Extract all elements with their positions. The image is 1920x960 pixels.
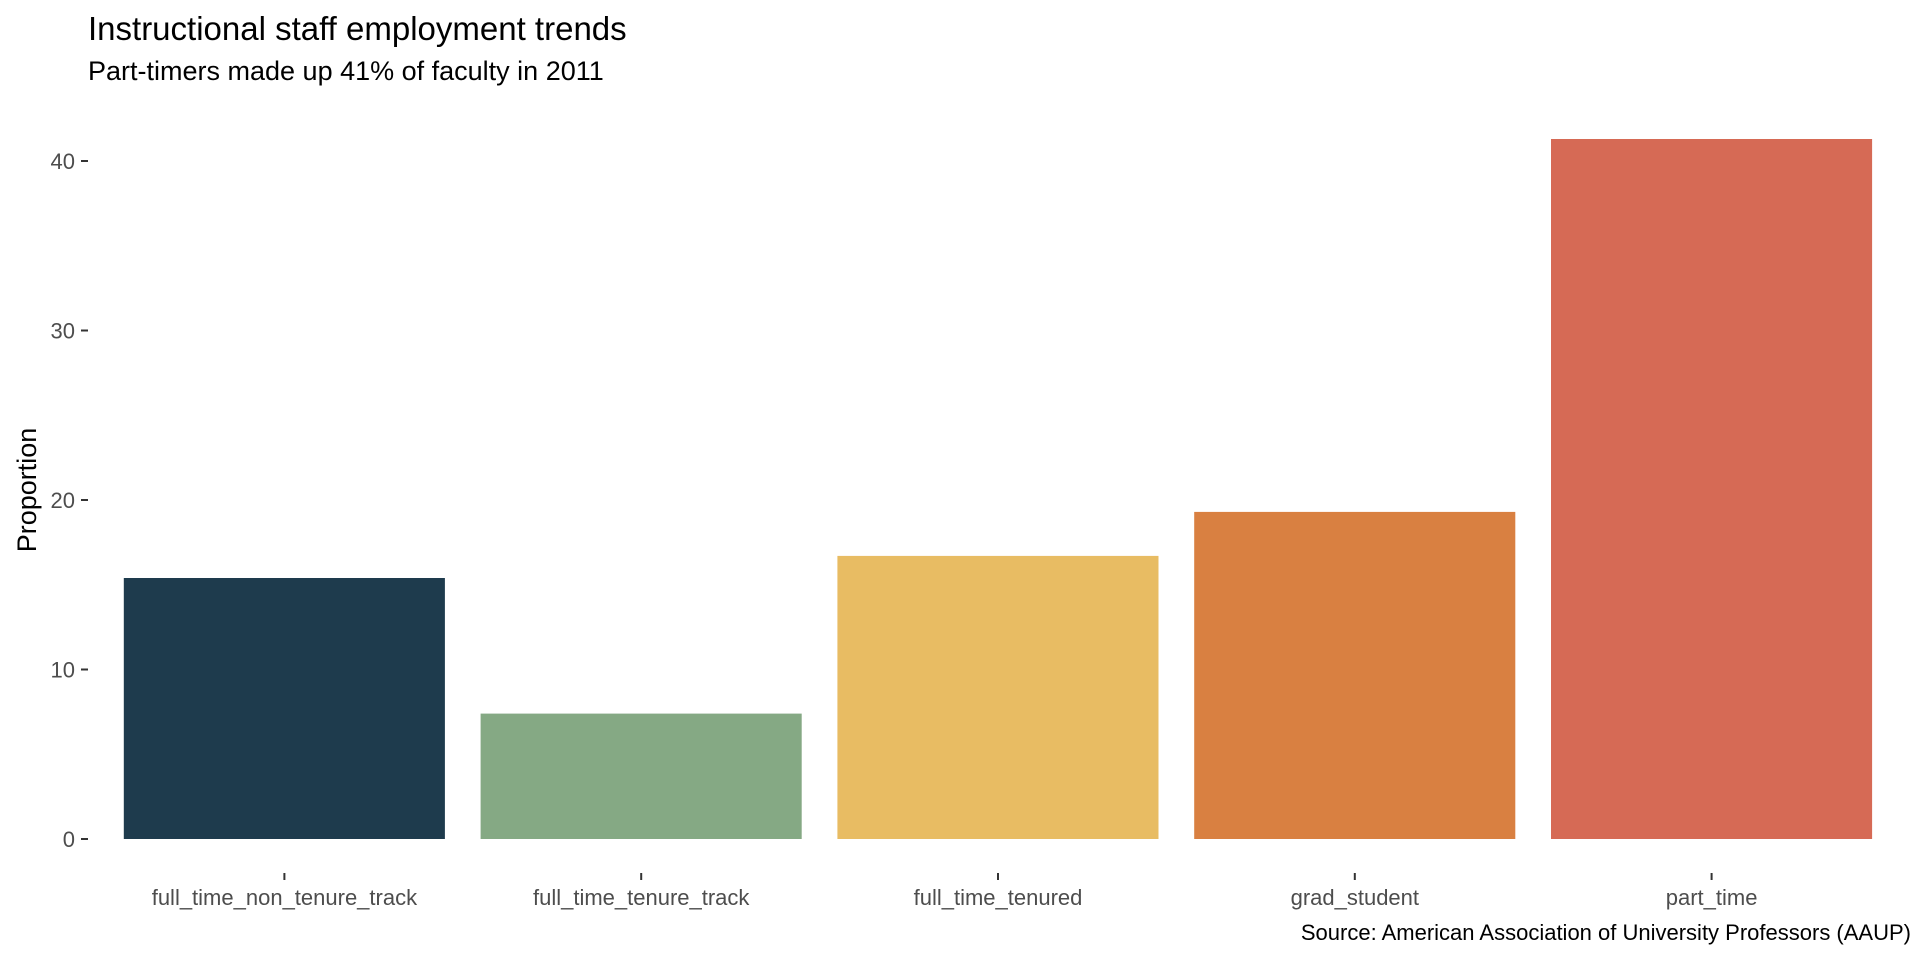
y-tick-label: 0 (63, 827, 75, 852)
chart-subtitle: Part-timers made up 41% of faculty in 20… (88, 56, 604, 86)
x-tick-label: full_time_tenured (914, 885, 1083, 910)
x-tick-label: part_time (1666, 885, 1758, 910)
y-axis-title: Proportion (12, 428, 42, 553)
y-tick-label: 40 (51, 149, 75, 174)
bar-full-time-tenured (837, 555, 1159, 839)
x-tick-label: grad_student (1291, 885, 1419, 910)
y-axis: 0 10 20 30 40 (51, 149, 88, 852)
bar-part-time (1551, 139, 1873, 839)
bars-group (123, 139, 1873, 839)
x-axis: full_time_non_tenure_track full_time_tenu… (152, 873, 1758, 910)
y-tick-label: 20 (51, 488, 75, 513)
chart-title: Instructional staff employment trends (88, 10, 627, 47)
y-tick-label: 30 (51, 319, 75, 344)
chart-caption: Source: American Association of Universi… (1300, 920, 1911, 945)
bar-full-time-non-tenure-track (123, 578, 445, 839)
bar-grad-student (1194, 511, 1516, 839)
x-tick-label: full_time_non_tenure_track (152, 885, 418, 910)
bar-full-time-tenure-track (480, 713, 802, 839)
x-tick-label: full_time_tenure_track (533, 885, 750, 910)
y-tick-label: 10 (51, 658, 75, 683)
